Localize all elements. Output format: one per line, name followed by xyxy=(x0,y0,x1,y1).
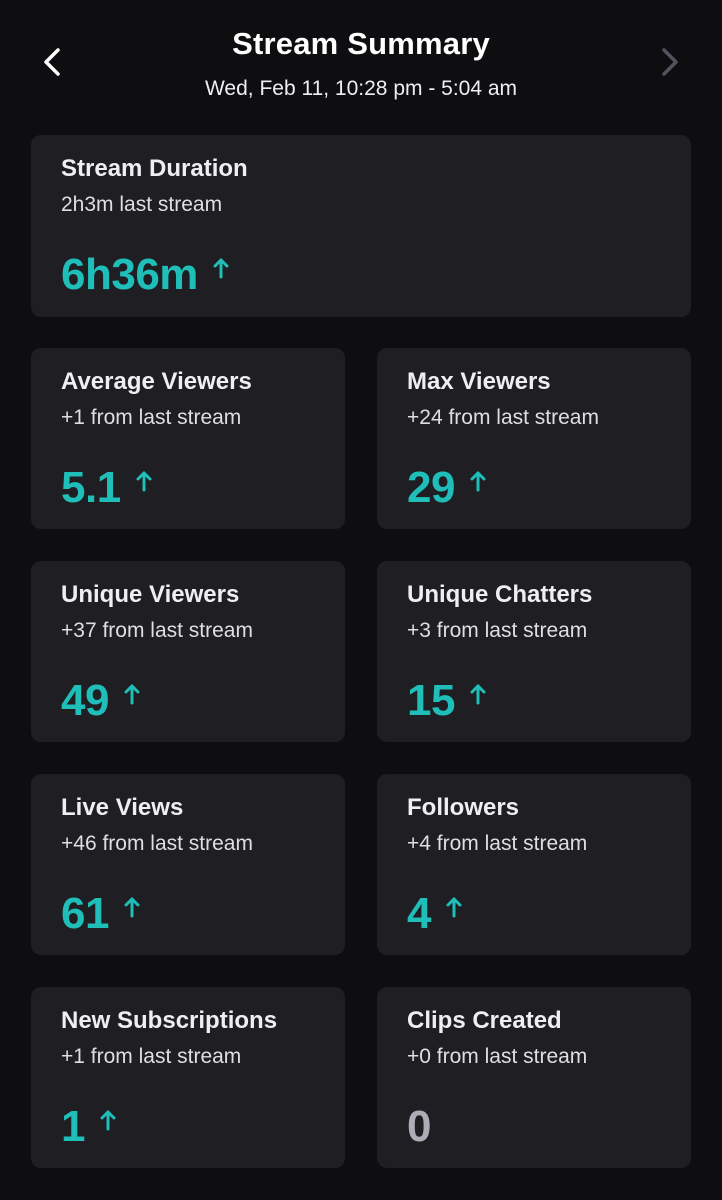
unique-chatters-card: Unique Chatters +3 from last stream 15 xyxy=(377,561,691,742)
average-viewers-card: Average Viewers +1 from last stream 5.1 xyxy=(31,348,345,529)
card-delta: +0 from last stream xyxy=(407,1045,588,1068)
arrow-up-icon xyxy=(470,684,486,705)
max-viewers-card: Max Viewers +24 from last stream 29 xyxy=(377,348,691,529)
card-delta: +24 from last stream xyxy=(407,406,599,429)
card-label: Max Viewers xyxy=(407,368,551,395)
card-value-row: 1 xyxy=(61,1105,117,1149)
card-value: 1 xyxy=(61,1102,85,1151)
card-label: Stream Duration xyxy=(61,155,248,182)
card-value: 5.1 xyxy=(61,463,121,512)
card-value: 49 xyxy=(61,676,109,725)
unique-viewers-card: Unique Viewers +37 from last stream 49 xyxy=(31,561,345,742)
card-delta: +4 from last stream xyxy=(407,832,588,855)
card-label: Average Viewers xyxy=(61,368,252,395)
card-delta: +1 from last stream xyxy=(61,1045,242,1068)
card-value: 15 xyxy=(407,676,455,725)
arrow-up-icon xyxy=(213,258,229,279)
card-value: 61 xyxy=(61,889,109,938)
card-value-row: 61 xyxy=(61,892,141,936)
next-button[interactable] xyxy=(650,42,690,82)
stream-duration-card: Stream Duration 2h3m last stream 6h36m xyxy=(31,135,691,317)
card-delta: +37 from last stream xyxy=(61,619,253,642)
new-subscriptions-card: New Subscriptions +1 from last stream 1 xyxy=(31,987,345,1168)
card-value: 6h36m xyxy=(61,250,198,299)
arrow-up-icon xyxy=(100,1110,116,1131)
card-value-row: 0 xyxy=(407,1105,431,1149)
card-label: New Subscriptions xyxy=(61,1007,278,1034)
card-value-row: 15 xyxy=(407,679,487,723)
page-title: Stream Summary xyxy=(232,26,490,61)
arrow-up-icon xyxy=(470,471,486,492)
card-label: Clips Created xyxy=(407,1007,562,1034)
arrow-up-icon xyxy=(124,897,140,918)
card-label: Unique Viewers xyxy=(61,581,240,608)
chevron-left-icon xyxy=(44,48,60,76)
card-delta: +1 from last stream xyxy=(61,406,242,429)
live-views-card: Live Views +46 from last stream 61 xyxy=(31,774,345,955)
chevron-right-icon xyxy=(662,48,678,76)
card-value: 29 xyxy=(407,463,455,512)
card-value: 0 xyxy=(407,1102,431,1151)
back-button[interactable] xyxy=(32,42,72,82)
arrow-up-icon xyxy=(124,684,140,705)
card-value-row: 6h36m xyxy=(61,253,230,297)
card-value-row: 49 xyxy=(61,679,141,723)
arrow-up-icon xyxy=(446,897,462,918)
stream-date-range: Wed, Feb 11, 10:28 pm - 5:04 am xyxy=(204,77,518,100)
card-value: 4 xyxy=(407,889,431,938)
clips-created-card: Clips Created +0 from last stream 0 xyxy=(377,987,691,1168)
card-value-row: 5.1 xyxy=(61,466,153,510)
card-label: Live Views xyxy=(61,794,184,821)
card-value-row: 29 xyxy=(407,466,487,510)
card-delta: +46 from last stream xyxy=(61,832,253,855)
followers-card: Followers +4 from last stream 4 xyxy=(377,774,691,955)
arrow-up-icon xyxy=(136,471,152,492)
card-value-row: 4 xyxy=(407,892,463,936)
header: Stream Summary Wed, Feb 11, 10:28 pm - 5… xyxy=(0,0,722,120)
card-delta: +3 from last stream xyxy=(407,619,588,642)
card-label: Followers xyxy=(407,794,520,821)
card-delta: 2h3m last stream xyxy=(61,193,223,216)
card-label: Unique Chatters xyxy=(407,581,593,608)
